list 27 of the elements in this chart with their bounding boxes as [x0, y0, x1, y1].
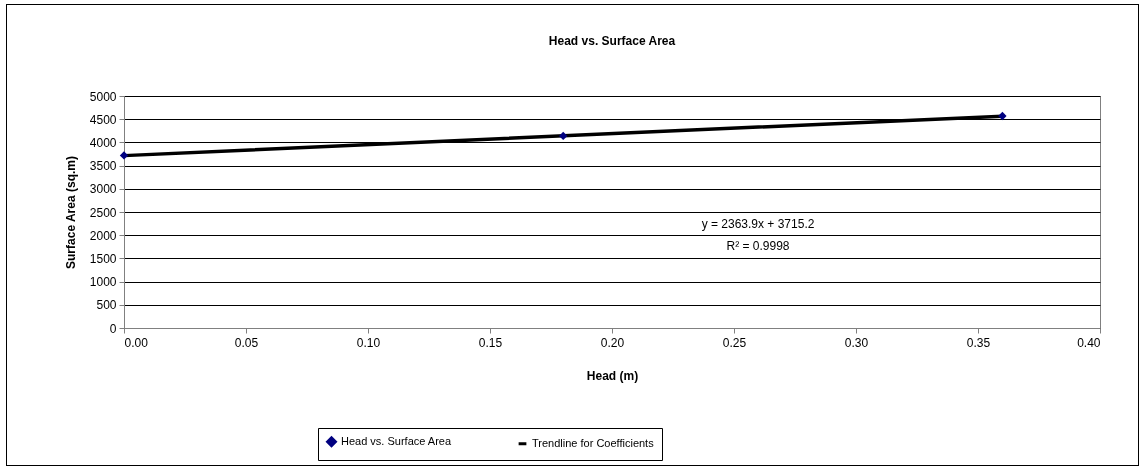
y-tick-label: 2000: [89, 228, 117, 243]
y-tick-label: 4000: [89, 135, 117, 150]
y-tick-label: 5000: [89, 89, 117, 104]
x-axis-title: Head (m): [586, 368, 639, 383]
y-tick-label: 4500: [89, 112, 117, 127]
x-tick-label: 0.05: [234, 335, 259, 350]
y-tick-label: 2500: [89, 205, 117, 220]
legend-label: Head vs. Surface Area: [341, 434, 452, 447]
x-tick-label: 0.25: [722, 335, 747, 350]
x-tick-label: 0.20: [600, 335, 625, 350]
y-tick-label: 3000: [89, 182, 117, 197]
x-tick-label: 0.10: [356, 335, 381, 350]
annotation: R² = 0.9998: [726, 239, 790, 253]
y-tick-label: 1500: [89, 251, 117, 266]
annotation: y = 2363.9x + 3715.2: [701, 217, 815, 231]
y-axis-title: Surface Area (sq.m): [63, 156, 78, 269]
y-tick-label: 0: [109, 321, 117, 336]
y-tick-label: 3500: [89, 159, 117, 174]
x-tick-label: 0.40: [1077, 335, 1101, 350]
chart-title: Head vs. Surface Area: [548, 34, 676, 48]
x-tick-label: 0.00: [124, 335, 149, 350]
x-tick-label: 0.35: [966, 335, 991, 350]
x-tick-label: 0.15: [478, 335, 503, 350]
legend-label: Trendline for Coefficients: [532, 436, 655, 449]
y-tick-label: 500: [96, 298, 117, 313]
x-tick-label: 0.30: [844, 335, 869, 350]
y-tick-label: 1000: [89, 275, 117, 290]
